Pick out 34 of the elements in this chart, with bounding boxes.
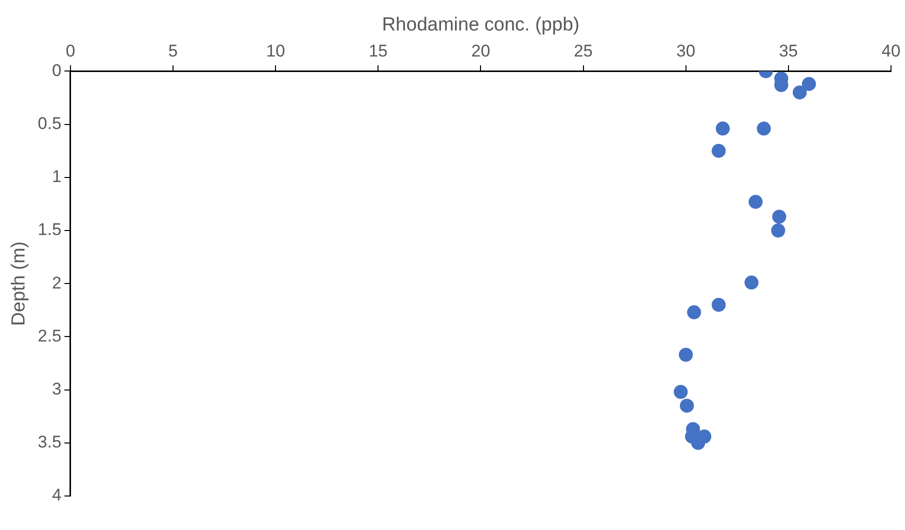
y-axis-title: Depth (m) bbox=[8, 241, 30, 326]
x-tick-label: 30 bbox=[676, 42, 696, 61]
y-tick-label: 1.5 bbox=[38, 220, 62, 240]
point bbox=[771, 224, 786, 238]
x-tick-label: 5 bbox=[168, 42, 178, 61]
y-tick-label: 3.5 bbox=[38, 432, 62, 452]
point bbox=[716, 122, 730, 136]
point bbox=[678, 348, 693, 362]
point bbox=[712, 144, 726, 158]
y-tick-label: 1 bbox=[52, 167, 62, 186]
y-tick-label: 4 bbox=[52, 486, 62, 505]
point bbox=[680, 398, 694, 413]
x-tick-label: 15 bbox=[368, 42, 388, 61]
y-tick-label: 2 bbox=[52, 273, 62, 292]
point bbox=[802, 76, 816, 91]
y-tick-label: 2.5 bbox=[38, 326, 62, 346]
y-tick-label: 3 bbox=[52, 379, 62, 398]
y-tick-label: 0 bbox=[52, 60, 62, 80]
y-tick-label: 0.5 bbox=[38, 114, 62, 133]
point bbox=[687, 305, 702, 320]
x-tick-label: 25 bbox=[574, 42, 593, 61]
x-tick-label: 10 bbox=[266, 42, 286, 61]
point bbox=[756, 122, 771, 136]
x-tick-label: 0 bbox=[66, 42, 76, 61]
x-tick-label: 35 bbox=[778, 42, 798, 61]
point bbox=[772, 210, 786, 224]
point bbox=[792, 85, 807, 100]
x-tick-label: 20 bbox=[471, 42, 490, 61]
point bbox=[712, 298, 726, 312]
point bbox=[748, 194, 763, 209]
x-tick-label: 40 bbox=[882, 42, 900, 61]
x-axis-title: Rhodamine conc. (ppb) bbox=[382, 14, 580, 36]
point bbox=[674, 384, 688, 399]
point bbox=[744, 276, 759, 290]
